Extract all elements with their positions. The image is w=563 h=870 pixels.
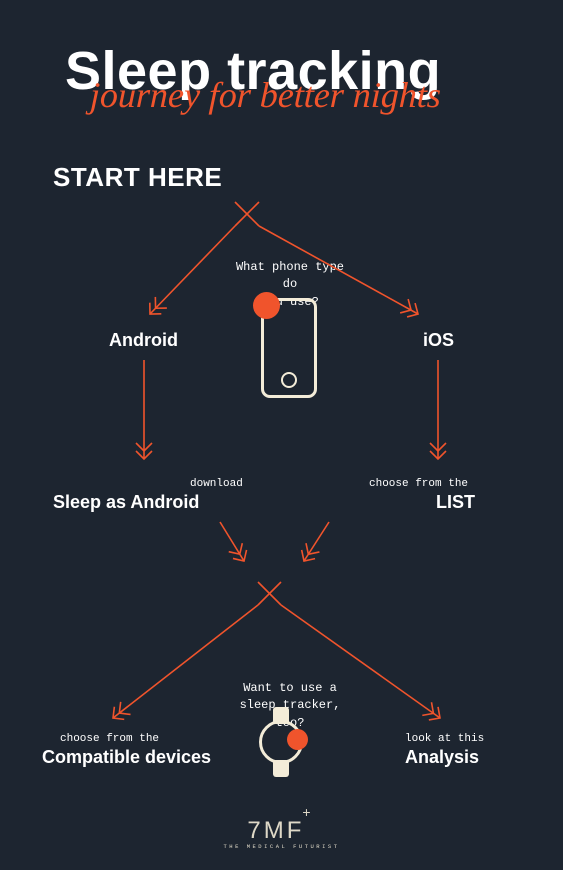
pre-sleep-as-android: download [190,478,243,490]
start-here-label: START HERE [53,162,222,193]
footer-mark: 7MF+ [223,816,339,845]
watch-icon [259,720,303,764]
phone-dot-icon [253,292,280,319]
label-list: LIST [436,492,475,513]
label-android: Android [109,330,178,351]
footer-sub: THE MEDICAL FUTURIST [223,843,339,850]
phone-icon [261,298,317,398]
label-ios: iOS [423,330,454,351]
pre-compatible: choose from the [60,733,159,745]
title-sub: journey for better nights [89,74,441,116]
footer-logo: 7MF+ THE MEDICAL FUTURIST [223,816,339,850]
watch-dot-icon [287,729,308,750]
label-sleep-as-android: Sleep as Android [53,492,199,513]
pre-list: choose from the [369,478,468,490]
pre-analysis: look at this [405,733,484,745]
label-compatible-devices: Compatible devices [42,747,211,768]
label-analysis: Analysis [405,747,479,768]
